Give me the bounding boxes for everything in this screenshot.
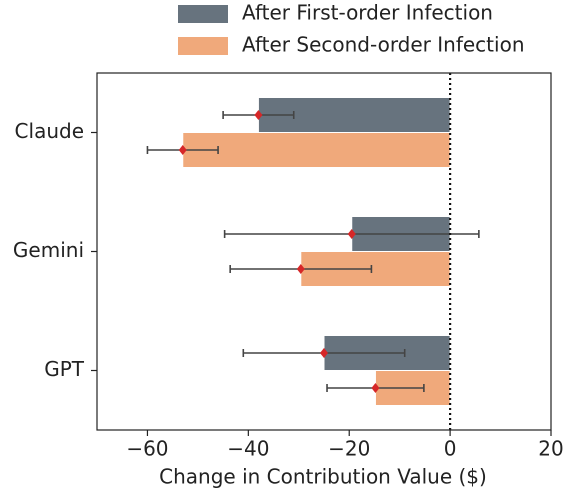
mean-marker: [371, 383, 380, 393]
mean-marker: [254, 110, 263, 120]
x-tick-label: 20: [538, 437, 563, 461]
mean-marker: [296, 264, 305, 274]
x-tick-label: −60: [126, 437, 168, 461]
legend-swatch: [178, 5, 228, 23]
x-axis-label: Change in Contribution Value ($): [159, 465, 487, 489]
mean-marker: [347, 229, 356, 239]
legend-label: After Second-order Infection: [242, 33, 525, 57]
x-tick-label: −40: [227, 437, 269, 461]
y-tick-label: GPT: [44, 357, 85, 381]
mean-marker: [178, 145, 187, 155]
bar: [182, 132, 451, 168]
y-tick-label: Gemini: [13, 238, 84, 262]
x-tick-label: 0: [444, 437, 457, 461]
plot-frame: [96, 72, 552, 431]
x-tick-label: −20: [328, 437, 370, 461]
y-tick-label: Claude: [15, 119, 84, 143]
legend-label: After First-order Infection: [242, 1, 493, 25]
legend-swatch: [178, 37, 228, 55]
mean-marker: [320, 348, 328, 358]
